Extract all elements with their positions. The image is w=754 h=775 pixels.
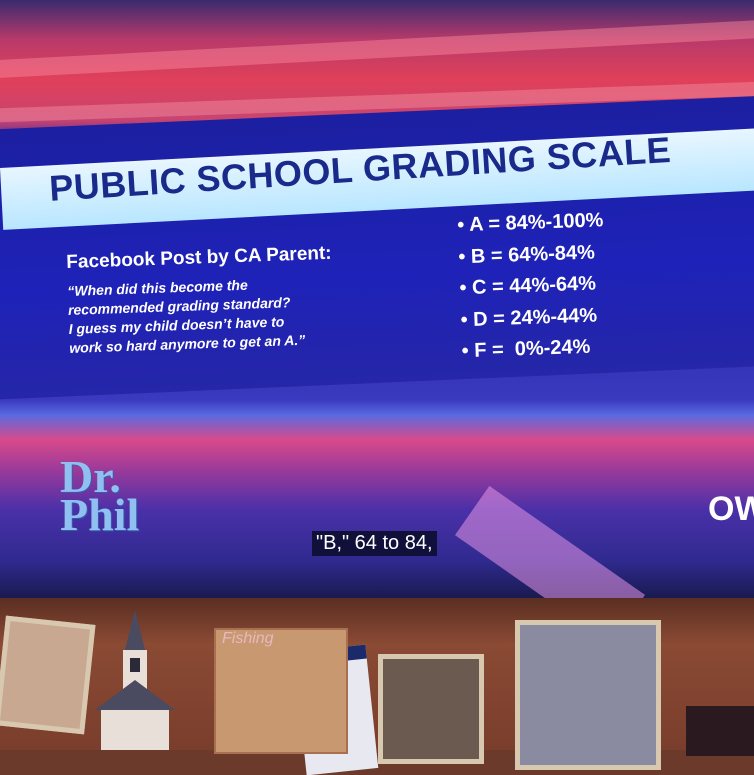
grade-item: • A = 84%-100% (456, 209, 604, 237)
church-figurine (95, 610, 175, 750)
grade-item: • B = 64%-84% (458, 241, 596, 268)
logo-line: Phil (60, 489, 140, 540)
tv-screen: PUBLIC SCHOOL GRADING SCALE Facebook Pos… (0, 0, 754, 598)
grade-list: • A = 84%-100% • B = 64%-84% • C = 44%-6… (457, 205, 609, 368)
background-stripe (0, 18, 754, 80)
frame-text: Fishing (222, 630, 274, 647)
light-beam (454, 485, 646, 598)
graphic-content: Facebook Post by CA Parent: “When did th… (66, 209, 689, 362)
grade-item: • C = 44%-64% (459, 272, 597, 300)
dark-object (686, 706, 754, 756)
photo-frame (378, 654, 484, 764)
grade-item: • F = 0%-24% (461, 335, 591, 363)
shelf (0, 598, 754, 775)
photo-frame (0, 615, 96, 735)
edge-text: OW (708, 490, 754, 528)
grade-item: • D = 24%-44% (460, 304, 598, 331)
closed-caption: "B," 64 to 84, (312, 531, 437, 556)
photo-frame (515, 620, 661, 770)
fishing-frame: Fishing (214, 628, 348, 754)
logo-line: Dr. (60, 451, 121, 502)
dr-phil-logo: Dr. Phil (60, 451, 140, 540)
